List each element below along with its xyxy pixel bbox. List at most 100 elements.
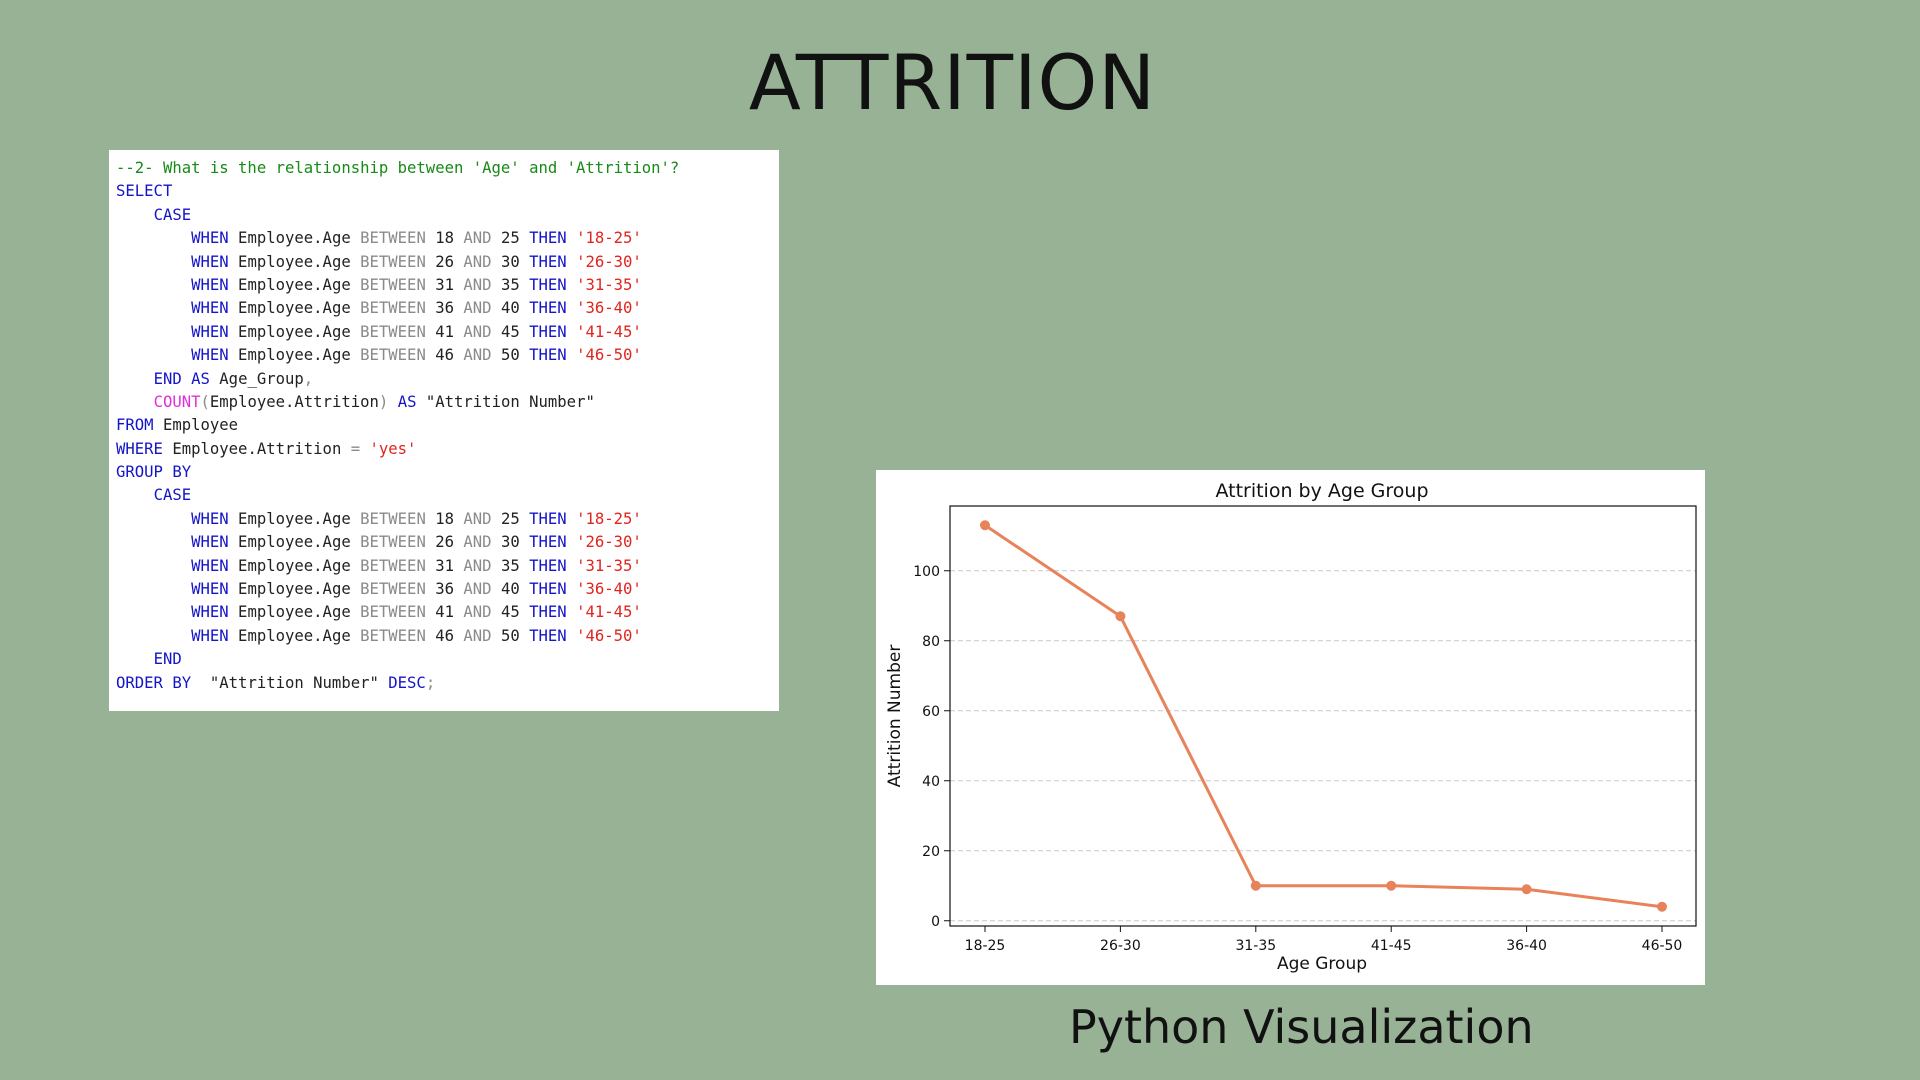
code-token: Employee.Age <box>228 275 361 294</box>
code-token: 50 <box>491 346 530 365</box>
code-token: WHEN <box>191 299 229 318</box>
chart-title: Attrition by Age Group <box>1215 480 1428 502</box>
data-point <box>980 520 990 531</box>
code-token: 45 <box>491 603 530 622</box>
code-token: '18-25' <box>576 509 642 528</box>
code-token: THEN <box>529 229 567 248</box>
code-token: Age_Group <box>209 369 304 388</box>
code-token: AND <box>463 580 492 599</box>
code-token: 41 <box>425 322 464 341</box>
code-token: WHEN <box>191 556 229 575</box>
code-token: GROUP BY <box>116 463 192 482</box>
code-token: BETWEEN <box>360 252 426 271</box>
code-token: WHEN <box>191 252 229 271</box>
code-token: '26-30' <box>576 533 642 552</box>
y-tick-label: 20 <box>922 844 940 860</box>
code-token: "Attrition Number" <box>416 392 595 411</box>
code-token <box>388 393 397 411</box>
code-token: BETWEEN <box>360 229 426 248</box>
sql-code-panel: --2- What is the relationship between 'A… <box>109 150 779 711</box>
code-line: WHEN Employee.Age BETWEEN 26 AND 30 THEN… <box>116 251 779 274</box>
plot-area <box>949 505 1697 927</box>
code-token: '41-45' <box>576 322 642 341</box>
code-token: Employee.Age <box>228 509 361 528</box>
code-token: 45 <box>491 322 530 341</box>
code-token: BETWEEN <box>360 322 426 341</box>
code-token: ; <box>425 673 436 692</box>
code-token: 40 <box>491 580 530 599</box>
code-token: '36-40' <box>576 299 642 318</box>
code-token: 35 <box>491 275 530 294</box>
slide-title: ATTRITION <box>748 38 1157 127</box>
code-token: ORDER BY <box>116 673 192 692</box>
code-token: THEN <box>529 533 567 552</box>
code-token <box>116 510 191 528</box>
code-token <box>116 650 154 668</box>
code-token: AND <box>463 322 492 341</box>
code-token: SELECT <box>116 182 173 201</box>
code-token <box>567 323 576 341</box>
code-token: Employee.Age <box>228 626 361 645</box>
code-line: WHEN Employee.Age BETWEEN 18 AND 25 THEN… <box>116 227 779 250</box>
code-token: BETWEEN <box>360 626 426 645</box>
x-tick-label: 41-45 <box>1371 938 1412 954</box>
code-token: Employee.Age <box>228 299 361 318</box>
code-token: ( <box>200 392 210 411</box>
code-token: Employee.Age <box>228 533 361 552</box>
code-token <box>567 557 576 575</box>
code-line: END <box>116 648 779 671</box>
code-token: 26 <box>425 252 464 271</box>
code-token <box>116 627 191 645</box>
code-token: CASE <box>153 205 192 224</box>
series-line <box>984 524 1663 909</box>
code-token <box>116 346 191 364</box>
code-token: AND <box>463 275 492 294</box>
code-token: Employee.Age <box>228 580 361 599</box>
code-token: Employee.Age <box>228 346 361 365</box>
code-token <box>116 533 191 551</box>
code-line: WHEN Employee.Age BETWEEN 41 AND 45 THEN… <box>116 601 779 624</box>
code-token: 36 <box>425 580 464 599</box>
code-token: AND <box>463 299 492 318</box>
code-token: 36 <box>425 299 464 318</box>
code-token <box>116 206 154 224</box>
code-token: THEN <box>529 299 567 318</box>
code-line: WHEN Employee.Age BETWEEN 46 AND 50 THEN… <box>116 625 779 648</box>
code-token: WHEN <box>191 322 229 341</box>
code-token: '41-45' <box>576 603 642 622</box>
code-token: DESC <box>388 673 426 692</box>
code-token: WHEN <box>191 580 229 599</box>
code-token: '18-25' <box>576 229 642 248</box>
code-token: '31-35' <box>576 556 642 575</box>
code-line: END AS Age_Group, <box>116 368 779 391</box>
code-token <box>567 276 576 294</box>
code-token: Employee.Attrition <box>162 439 351 458</box>
code-token: THEN <box>529 509 567 528</box>
code-token: WHEN <box>191 275 229 294</box>
code-token <box>116 486 154 504</box>
code-token: THEN <box>529 603 567 622</box>
code-token: THEN <box>529 275 567 294</box>
code-token <box>567 346 576 364</box>
code-token <box>116 580 191 598</box>
code-token <box>567 229 576 247</box>
code-token: Employee <box>153 416 239 435</box>
code-token: THEN <box>529 322 567 341</box>
code-token: END AS <box>153 369 210 388</box>
code-token: Employee.Age <box>228 322 361 341</box>
data-point <box>1521 884 1532 895</box>
code-token <box>116 323 191 341</box>
code-token: 25 <box>491 509 530 528</box>
code-line: ORDER BY "Attrition Number" DESC; <box>116 672 779 695</box>
code-line: GROUP BY <box>116 461 779 484</box>
code-token: 46 <box>425 626 464 645</box>
code-token: 31 <box>425 275 464 294</box>
line-chart-panel: Attrition by Age Group 0 20 40 60 80 100 18-2… <box>876 470 1705 985</box>
code-line: FROM Employee <box>116 414 779 437</box>
code-token: BETWEEN <box>360 556 426 575</box>
code-token: AND <box>463 533 492 552</box>
code-token: AND <box>463 509 492 528</box>
code-line: WHEN Employee.Age BETWEEN 36 AND 40 THEN… <box>116 297 779 320</box>
x-axis-label: Age Group <box>1277 954 1367 974</box>
code-token: THEN <box>529 556 567 575</box>
